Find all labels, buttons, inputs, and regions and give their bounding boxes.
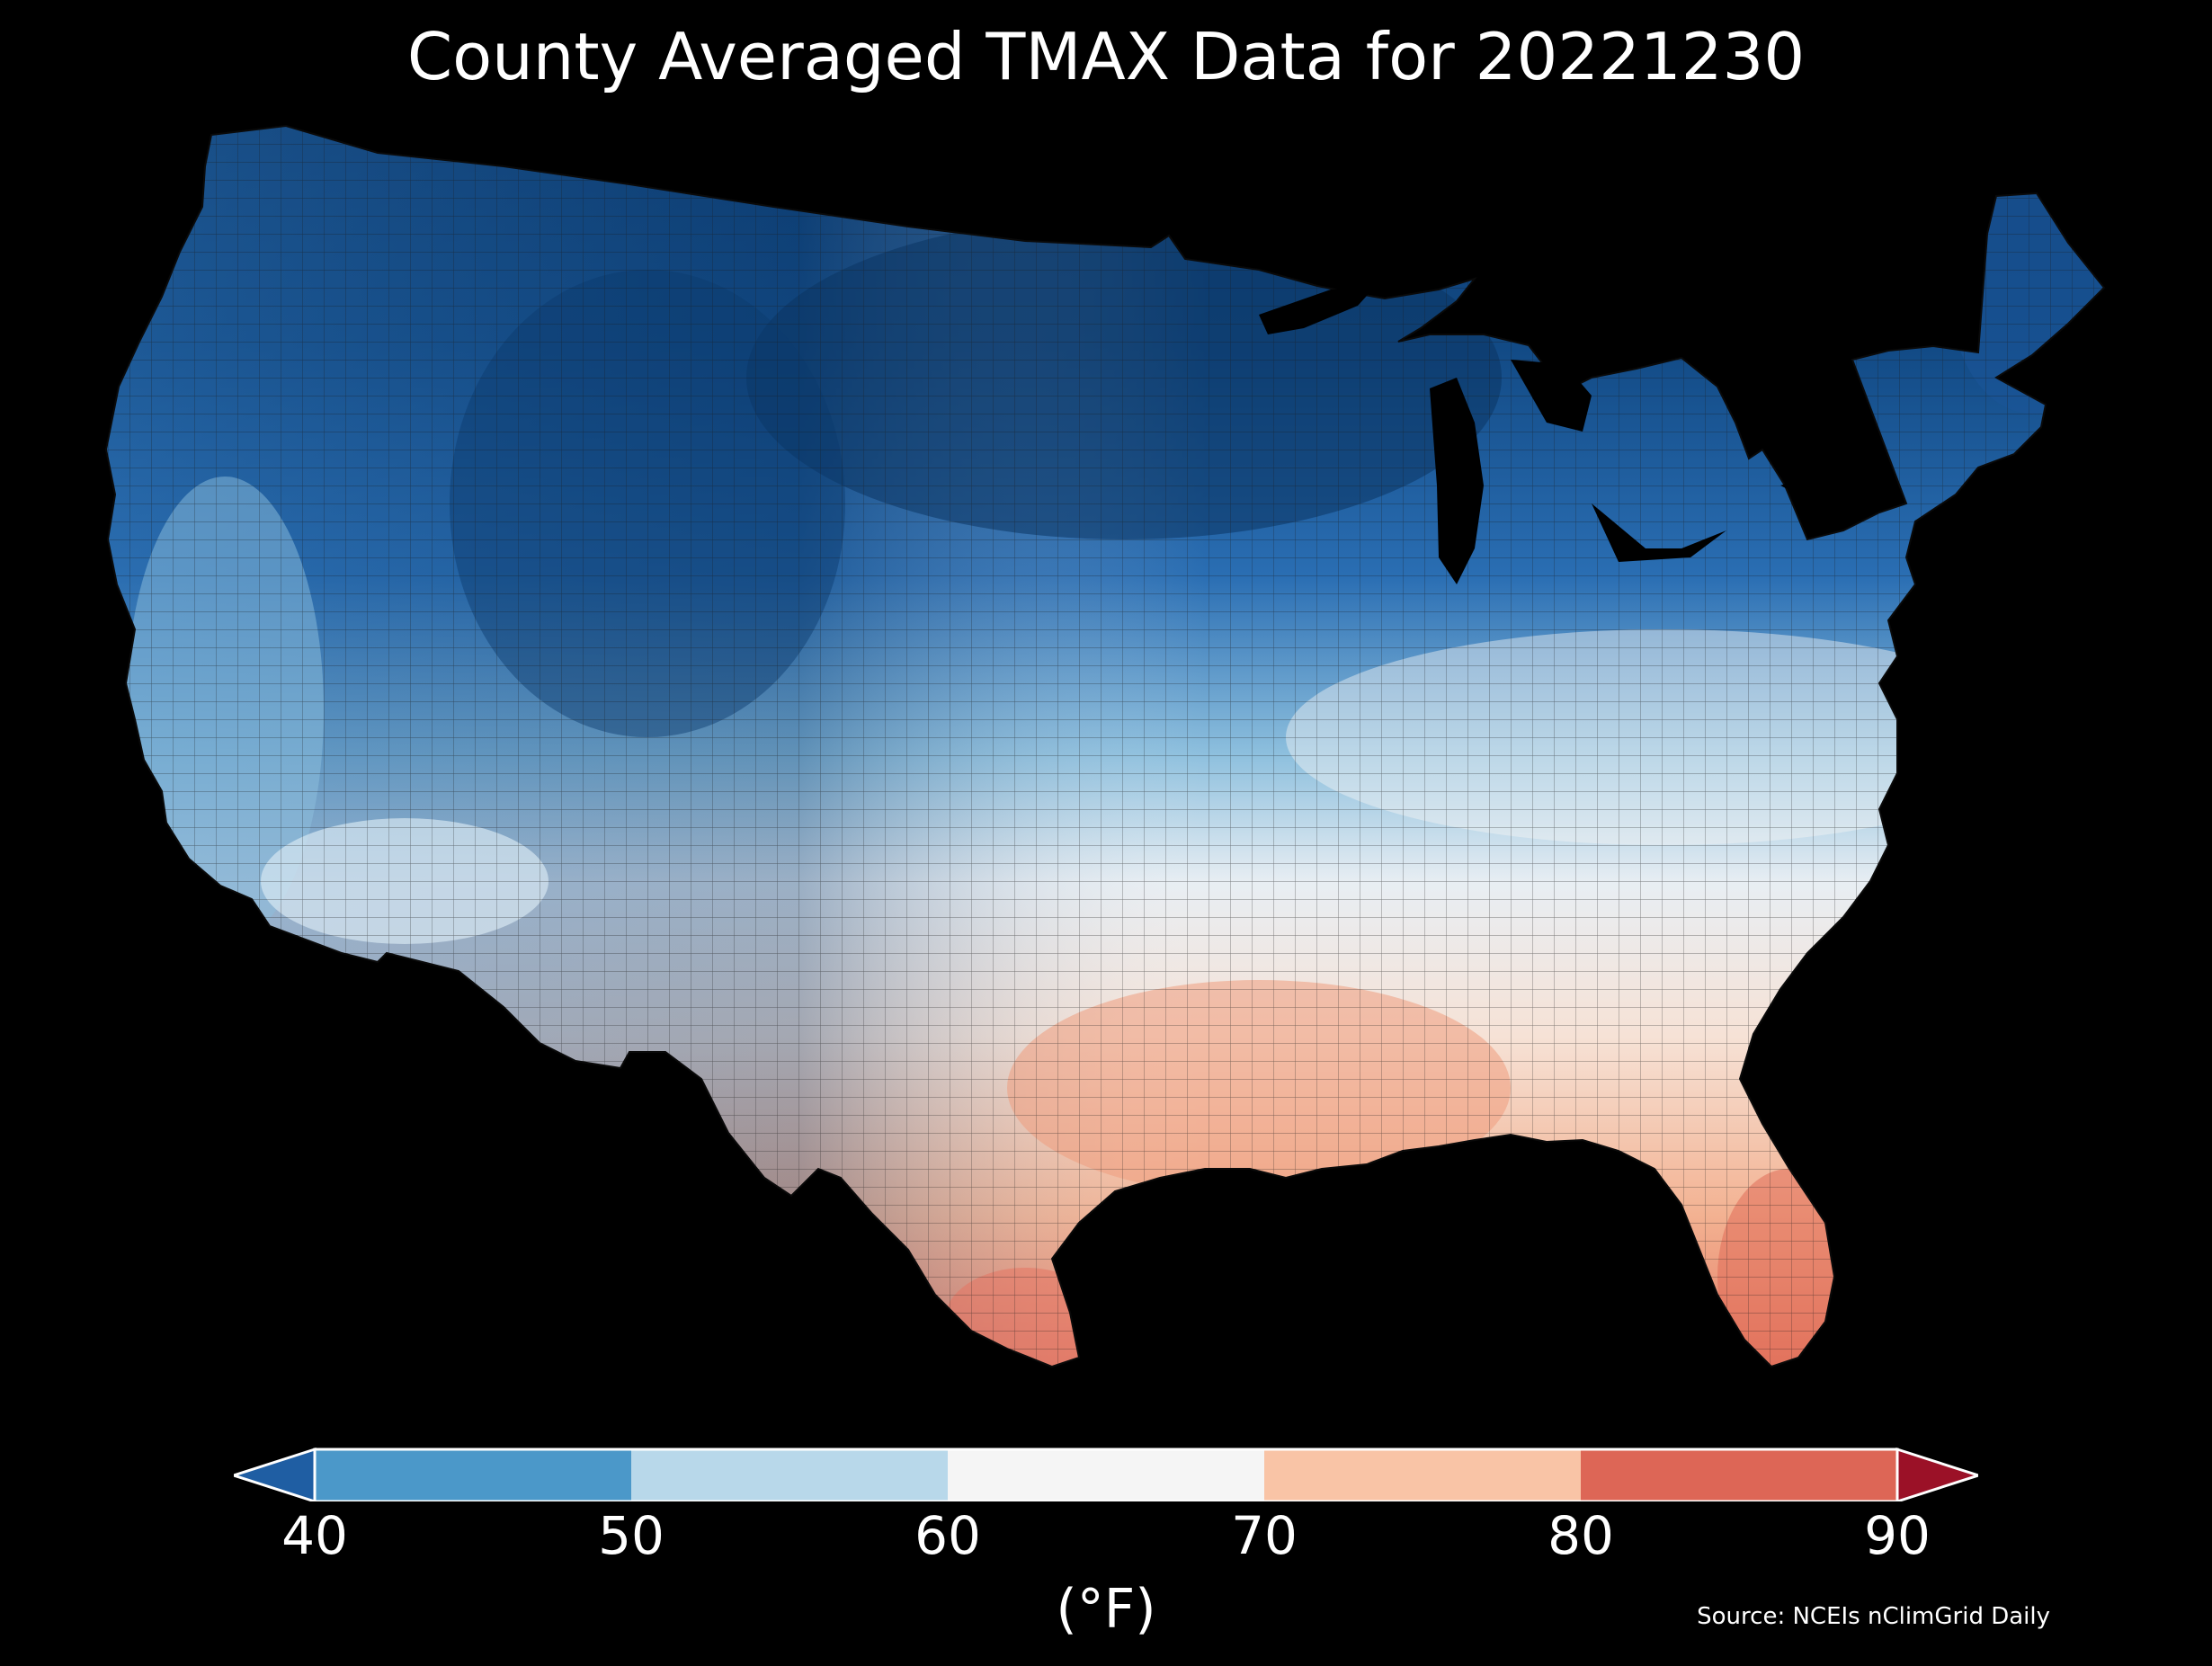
map-title: County Averaged TMAX Data for 20221230: [406, 19, 1806, 94]
source-credit: Source: NCEIs nClimGrid Daily: [1697, 1603, 2050, 1630]
colorbar-over-extension: [1895, 1447, 1978, 1501]
colorbar-outline: [313, 1448, 1899, 1501]
us-county-temperature-map: [105, 125, 2105, 1368]
colorbar-tick-40: 40: [281, 1505, 348, 1566]
colorbar-tick-70: 70: [1231, 1505, 1298, 1566]
colorbar-tick-50: 50: [598, 1505, 664, 1566]
county-fill-layer: [106, 126, 2104, 1367]
colorbar-under-extension: [234, 1447, 317, 1501]
colorbar-tick-60: 60: [914, 1505, 981, 1566]
colorbar-bin-80-90: [1581, 1449, 1897, 1501]
colorbar: [234, 1447, 1978, 1501]
colorbar-bin-60-70: [948, 1449, 1264, 1501]
colorbar-tick-90: 90: [1864, 1505, 1931, 1566]
colorbar-unit-label: (°F): [1056, 1578, 1156, 1641]
colorbar-bin-40-50: [315, 1449, 631, 1501]
colorbar-tick-80: 80: [1548, 1505, 1614, 1566]
colorbar-bin-50-60: [631, 1449, 948, 1501]
great-lakes: [1259, 286, 1852, 584]
colorbar-bin-70-80: [1264, 1449, 1581, 1501]
